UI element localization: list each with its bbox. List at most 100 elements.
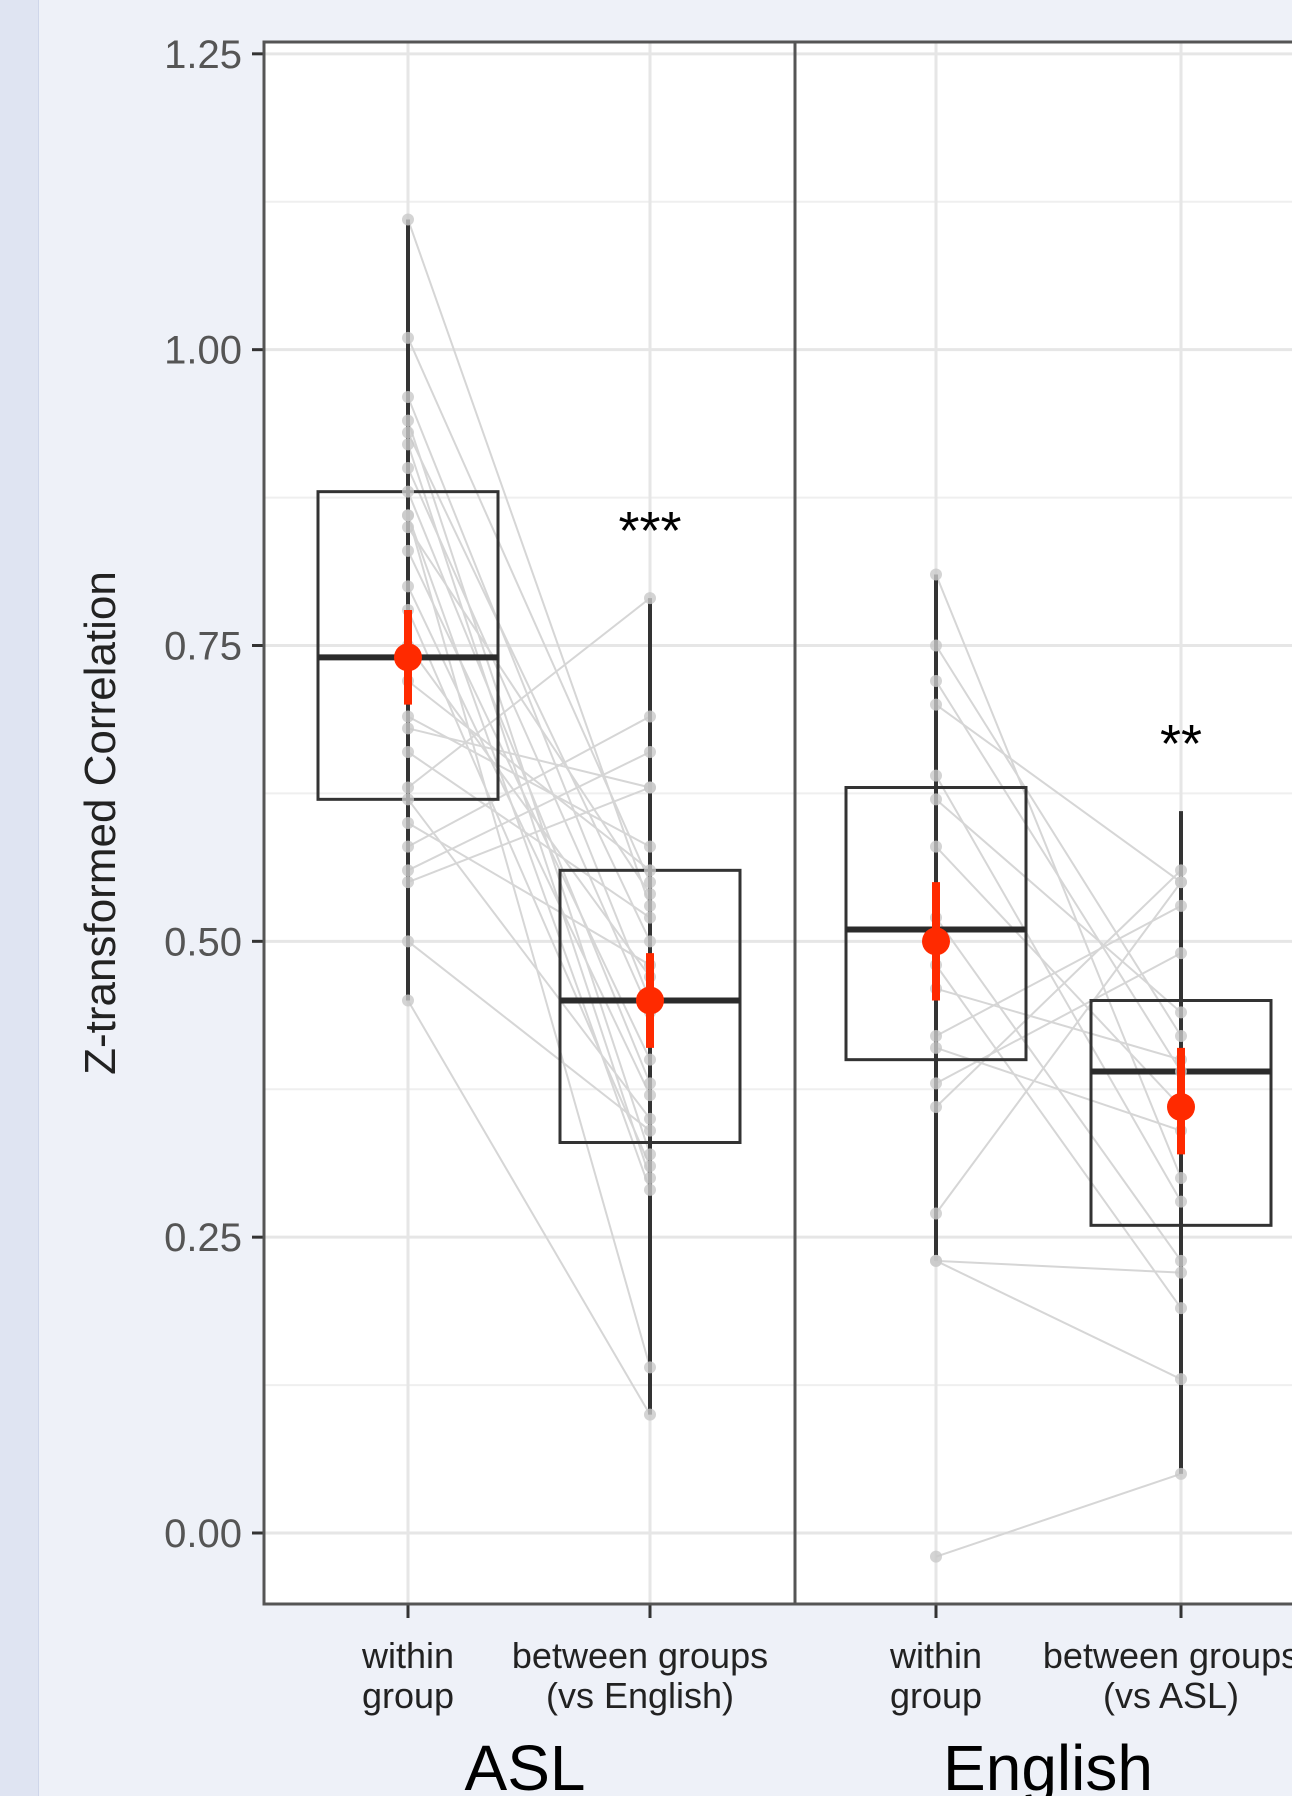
paired-line xyxy=(935,703,1182,883)
y-tick-label: 1.25 xyxy=(164,33,242,77)
x-tick-label: within xyxy=(889,1635,982,1676)
data-point xyxy=(402,722,414,735)
data-point xyxy=(930,840,942,853)
data-point xyxy=(644,1361,656,1374)
x-tick-label: between groups xyxy=(1043,1635,1292,1676)
data-point xyxy=(1175,1030,1187,1042)
data-point xyxy=(402,213,414,226)
data-point xyxy=(1175,1006,1187,1019)
data-point xyxy=(930,1550,942,1563)
data-point xyxy=(402,485,414,498)
data-point xyxy=(644,876,656,889)
y-tick-label: 1.00 xyxy=(164,329,242,373)
data-point xyxy=(930,793,942,806)
panel-background xyxy=(264,42,795,1604)
paired-line xyxy=(407,550,651,1061)
data-point xyxy=(644,1124,656,1137)
paired-line xyxy=(407,585,651,1096)
data-point xyxy=(644,911,656,924)
data-point xyxy=(644,1160,656,1173)
paired-line xyxy=(407,609,651,1167)
data-point xyxy=(402,781,414,794)
mean-point xyxy=(636,986,664,1015)
box xyxy=(1089,999,1273,1227)
data-point xyxy=(644,781,656,794)
y-tick-label: 0.75 xyxy=(164,625,242,669)
data-point xyxy=(644,935,656,948)
data-point xyxy=(1175,1266,1187,1279)
paired-line xyxy=(935,869,1182,1108)
data-point xyxy=(1175,876,1187,889)
panel-background xyxy=(795,42,1292,1604)
data-point xyxy=(402,994,414,1007)
paired-line xyxy=(407,727,651,789)
data-point xyxy=(1175,1302,1187,1315)
significance-marker: *** xyxy=(618,501,681,561)
data-point xyxy=(930,1254,942,1267)
data-point xyxy=(644,1148,656,1161)
data-point xyxy=(402,509,414,522)
paired-line xyxy=(407,680,651,872)
y-tick-label: 0.50 xyxy=(164,920,242,964)
paired-line xyxy=(407,786,651,884)
paired-line xyxy=(407,526,651,895)
data-point xyxy=(402,391,414,403)
data-point xyxy=(644,1077,656,1090)
data-point xyxy=(402,864,414,877)
data-point xyxy=(402,840,414,853)
x-tick-label: (vs ASL) xyxy=(1103,1675,1239,1716)
data-point xyxy=(402,414,414,427)
data-point xyxy=(930,698,942,711)
data-point xyxy=(930,675,942,687)
mean-point xyxy=(1167,1093,1195,1121)
data-point xyxy=(930,568,942,581)
data-point xyxy=(402,438,414,451)
x-tick-label: (vs English) xyxy=(546,1675,734,1716)
data-point xyxy=(1175,1254,1187,1267)
data-point xyxy=(1175,864,1187,877)
paired-line xyxy=(407,396,651,1001)
data-point xyxy=(402,935,414,948)
paired-line xyxy=(407,798,651,1120)
data-point xyxy=(644,899,656,912)
y-tick-label: 0.00 xyxy=(164,1512,242,1556)
data-point xyxy=(930,769,942,782)
data-point xyxy=(644,746,656,758)
box xyxy=(844,786,1028,1062)
panel-label: English xyxy=(943,1732,1153,1796)
paired-line xyxy=(407,337,651,883)
x-tick-label: group xyxy=(362,1675,454,1716)
plot-frame xyxy=(262,40,1292,1606)
paired-line xyxy=(935,845,1182,1108)
data-point xyxy=(402,544,414,557)
data-point xyxy=(930,1101,942,1113)
data-point xyxy=(402,793,414,806)
paired-line xyxy=(407,751,651,872)
left-margin-strip xyxy=(0,0,39,1796)
paired-line xyxy=(407,999,651,1416)
paired-line xyxy=(935,1259,1182,1381)
data-point xyxy=(402,710,414,723)
paired-line xyxy=(935,1046,1182,1132)
paired-line xyxy=(935,1259,1182,1274)
paired-line xyxy=(935,644,1182,1037)
data-point xyxy=(402,746,414,758)
data-point xyxy=(644,1112,656,1125)
paired-line xyxy=(407,597,651,789)
data-point xyxy=(644,1183,656,1196)
data-point xyxy=(644,1172,656,1184)
x-tick-label: within xyxy=(361,1635,454,1676)
paired-line xyxy=(407,514,651,1191)
panel-asl xyxy=(316,213,742,1618)
data-point xyxy=(930,1077,942,1090)
data-point xyxy=(402,331,414,344)
data-point xyxy=(402,521,414,534)
data-point xyxy=(930,1207,942,1220)
data-point xyxy=(402,817,414,829)
data-point xyxy=(1175,1172,1187,1184)
paired-line xyxy=(935,1472,1182,1558)
data-point xyxy=(1175,899,1187,912)
data-point xyxy=(644,1089,656,1102)
